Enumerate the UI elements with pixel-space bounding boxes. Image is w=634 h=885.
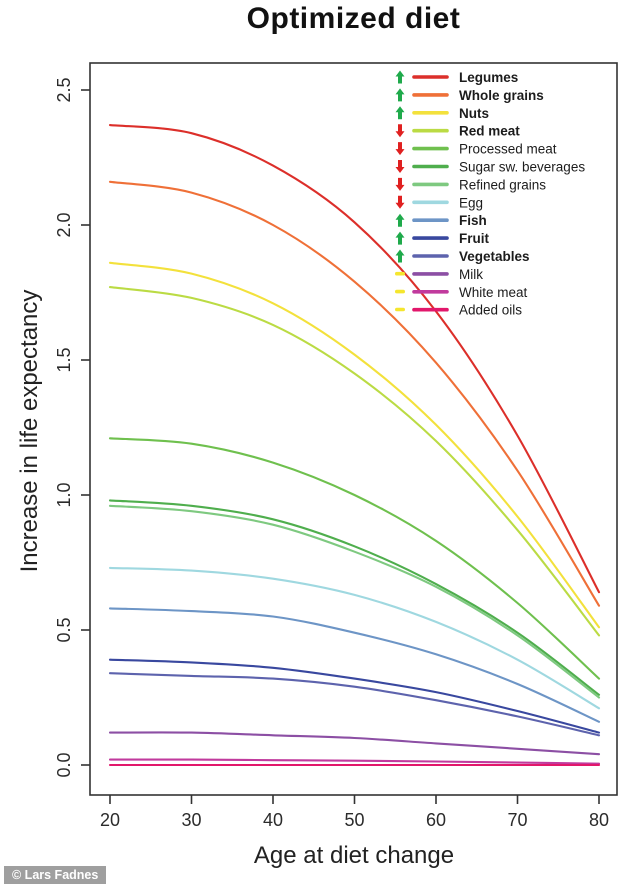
trend-up-icon: [395, 249, 405, 263]
legend-label: Sugar sw. beverages: [459, 160, 585, 175]
series-line-nuts: [108, 261, 601, 629]
series-line-processed-meat: [108, 437, 601, 680]
legend-item: Added oils: [395, 303, 522, 318]
x-tick-label: 50: [344, 810, 364, 830]
legend-item: White meat: [395, 285, 528, 300]
series-line-legumes: [108, 124, 601, 594]
trend-up-icon: [395, 88, 405, 102]
legend-label: Vegetables: [459, 249, 530, 264]
legend-label: White meat: [459, 285, 528, 300]
series-line-fruit: [108, 658, 601, 734]
legend-item: Fruit: [395, 231, 489, 246]
trend-neutral-icon: [395, 271, 405, 276]
x-tick-label: 70: [507, 810, 527, 830]
legend-label: Milk: [459, 267, 483, 282]
trend-down-icon: [395, 177, 405, 191]
y-tick-label: 2.0: [54, 212, 74, 237]
legend-item: Legumes: [395, 70, 518, 85]
legend-item: Nuts: [395, 106, 489, 121]
legend-label: Whole grains: [459, 88, 544, 103]
trend-up-icon: [395, 213, 405, 227]
legend-item: Refined grains: [395, 177, 546, 192]
series-line-egg: [108, 566, 601, 710]
legend-label: Refined grains: [459, 177, 546, 192]
chart-title: Optimized diet: [246, 2, 461, 35]
trend-down-icon: [395, 160, 405, 173]
x-tick-label: 80: [589, 810, 609, 830]
legend-item: Processed meat: [395, 142, 557, 157]
x-tick-label: 40: [263, 810, 283, 830]
legend-label: Red meat: [459, 124, 520, 139]
series-line-milk: [108, 731, 601, 756]
legend-item: Fish: [395, 213, 487, 228]
series-line-red-meat: [108, 286, 601, 637]
trend-neutral-icon: [395, 307, 405, 312]
series-line-vegetables: [108, 672, 601, 737]
legend-label: Nuts: [459, 106, 489, 121]
series-line-whole-grains: [108, 180, 601, 607]
legend-item: Egg: [395, 195, 483, 210]
legend-label: Processed meat: [459, 142, 557, 157]
legend-item: Vegetables: [395, 249, 530, 264]
series-line-white-meat: [108, 758, 601, 765]
legend-label: Egg: [459, 195, 483, 210]
x-axis-label: Age at diet change: [253, 842, 455, 869]
y-axis-label: Increase in life expectancy: [16, 289, 43, 573]
trend-down-icon: [395, 124, 405, 138]
legend-item: Red meat: [395, 124, 520, 139]
trend-neutral-icon: [395, 289, 405, 294]
x-tick-label: 30: [181, 810, 201, 830]
legend-item: Sugar sw. beverages: [395, 160, 585, 175]
series-line-fish: [108, 607, 601, 723]
legend-label: Legumes: [459, 70, 518, 85]
trend-down-icon: [395, 195, 405, 209]
legend-item: Milk: [395, 267, 483, 282]
legend-label: Added oils: [459, 303, 522, 318]
plot-frame: [89, 62, 618, 796]
x-tick-label: 20: [100, 810, 120, 830]
x-tick-label: 60: [426, 810, 446, 830]
trend-up-icon: [395, 106, 405, 120]
trend-up-icon: [395, 70, 405, 84]
legend-item: Whole grains: [395, 88, 544, 103]
legend-label: Fruit: [459, 231, 489, 246]
y-tick-label: 1.0: [54, 482, 74, 507]
watermark: © Lars Fadnes: [4, 866, 107, 884]
series-line-refined-grains: [108, 504, 601, 699]
y-tick-label: 0.0: [54, 752, 74, 777]
trend-up-icon: [395, 231, 405, 245]
y-tick-label: 0.5: [54, 617, 74, 642]
trend-down-icon: [395, 142, 405, 156]
series-line-sugar-sw-beverages: [108, 499, 601, 696]
y-tick-label: 1.5: [54, 347, 74, 372]
y-tick-label: 2.5: [54, 77, 74, 102]
legend-label: Fish: [459, 213, 487, 228]
